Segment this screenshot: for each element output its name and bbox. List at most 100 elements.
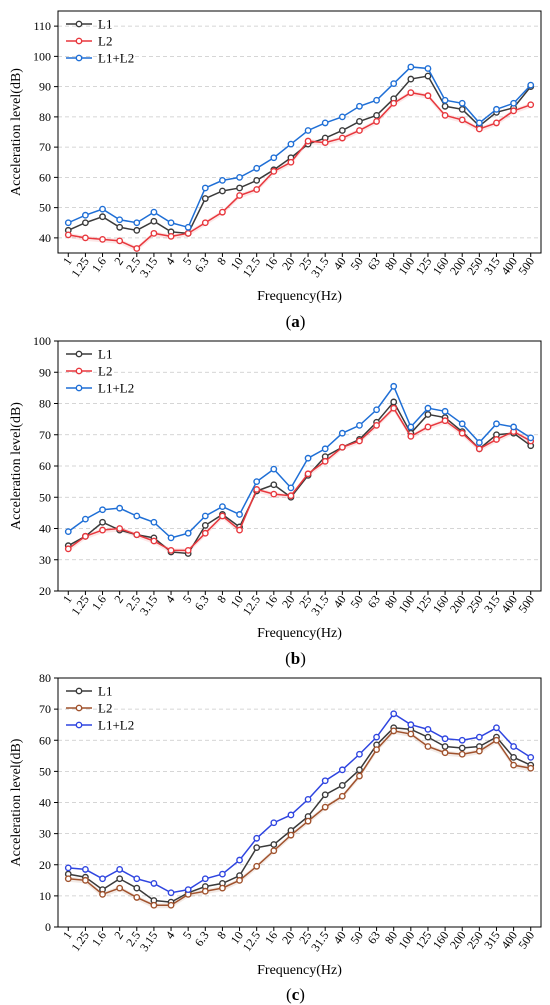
legend-marker	[75, 687, 83, 695]
data-point-L2	[133, 894, 141, 901]
data-point-L1+L2	[475, 119, 483, 127]
data-point-L2	[253, 862, 261, 870]
data-point-L1	[458, 105, 466, 113]
data-point-L2	[338, 443, 346, 451]
data-point-L2	[270, 167, 278, 175]
y-tick-label: 100	[33, 49, 51, 63]
data-point-L1+L2	[493, 105, 500, 113]
x-tick-label: 40	[330, 255, 348, 273]
data-point-L1+L2	[184, 886, 192, 894]
data-point-L1+L2	[321, 119, 329, 127]
data-point-L1+L2	[236, 173, 243, 181]
data-point-L2	[253, 486, 261, 493]
panel-caption: (a)	[286, 312, 306, 331]
data-point-L2	[475, 747, 483, 755]
data-point-L1+L2	[219, 870, 226, 878]
x-tick-label: 500	[515, 593, 537, 616]
data-point-L2	[150, 537, 158, 545]
data-point-L2	[236, 526, 243, 534]
data-point-L1+L2	[527, 753, 535, 761]
legend-label: L2	[98, 364, 112, 379]
data-point-L2	[304, 817, 312, 825]
data-point-L1+L2	[150, 518, 158, 526]
data-point-L2	[64, 231, 72, 239]
x-tick-label: 31.5	[308, 255, 332, 280]
y-tick-label: 70	[39, 702, 51, 716]
data-point-L2	[373, 746, 380, 753]
data-point-L1+L2	[287, 140, 295, 148]
data-point-L1+L2	[270, 465, 278, 473]
data-point-L1+L2	[510, 99, 517, 107]
data-point-L1+L2	[64, 528, 72, 536]
series-line-L1	[67, 400, 532, 555]
data-point-L1+L2	[304, 795, 312, 803]
data-point-L2	[475, 125, 483, 133]
data-point-L2	[390, 404, 398, 412]
data-point-L1+L2	[373, 96, 380, 104]
data-point-L1	[424, 733, 432, 741]
data-point-L1+L2	[390, 80, 398, 88]
data-point-L2	[99, 235, 106, 243]
data-point-L2	[407, 730, 415, 738]
data-point-L1	[133, 884, 141, 892]
data-point-L1	[99, 518, 106, 526]
x-tick-label: 16	[262, 593, 280, 611]
y-tick-label: 110	[33, 19, 51, 33]
data-point-L1+L2	[304, 454, 312, 462]
legend-marker	[75, 721, 83, 729]
x-tick-label: 16	[262, 929, 280, 947]
data-point-L2	[493, 736, 500, 744]
data-point-L2	[510, 107, 517, 115]
data-point-L2	[407, 89, 415, 97]
data-point-L2	[373, 118, 380, 125]
data-point-L1	[441, 102, 449, 110]
data-point-L2	[133, 531, 141, 539]
data-point-L1	[321, 791, 329, 799]
y-tick-label: 40	[39, 231, 51, 245]
data-point-L1+L2	[338, 113, 346, 121]
data-point-L1	[441, 743, 449, 750]
data-point-L2	[133, 245, 141, 252]
x-tick-label: 40	[330, 929, 348, 947]
legend-label: L1	[98, 347, 112, 362]
data-point-L2	[424, 423, 432, 431]
data-point-L1	[150, 217, 158, 225]
data-point-L1+L2	[373, 733, 380, 741]
data-point-L1+L2	[458, 99, 466, 107]
data-point-L1+L2	[219, 503, 226, 511]
data-point-L1+L2	[356, 421, 363, 429]
legend-label: L1+L2	[98, 381, 134, 396]
data-point-L1+L2	[441, 96, 449, 104]
data-point-L2	[356, 437, 363, 445]
data-point-L2	[219, 884, 226, 892]
x-axis-label: Frequency(Hz)	[257, 289, 342, 304]
data-point-L1	[510, 753, 517, 761]
data-point-L1+L2	[270, 819, 278, 827]
legend-label: L1+L2	[98, 51, 134, 66]
series-line-L1	[67, 75, 532, 235]
y-axis-label: Acceleration level(dB)	[9, 402, 24, 530]
data-point-L2	[441, 749, 449, 757]
data-point-L1	[116, 875, 124, 883]
data-point-L1	[407, 75, 415, 83]
x-tick-label: 63	[365, 593, 383, 611]
data-point-L1+L2	[424, 404, 432, 412]
data-point-L1	[236, 184, 243, 192]
data-point-L1	[424, 72, 432, 80]
data-point-L2	[475, 445, 483, 453]
data-point-L2	[338, 792, 346, 800]
data-point-L2	[167, 232, 175, 240]
y-tick-label: 70	[39, 140, 51, 154]
x-axis-label: Frequency(Hz)	[257, 626, 342, 641]
data-point-L1+L2	[304, 127, 312, 134]
data-point-L1+L2	[287, 484, 295, 492]
data-point-L2	[390, 727, 398, 735]
x-tick-label: 12.5	[240, 255, 264, 280]
data-point-L1	[253, 176, 261, 184]
data-point-L1	[82, 219, 89, 227]
data-point-L1	[390, 398, 398, 406]
data-point-L2	[201, 887, 209, 895]
data-point-L1	[338, 127, 346, 134]
data-point-L2	[493, 119, 500, 127]
legend-label: L2	[98, 701, 112, 716]
